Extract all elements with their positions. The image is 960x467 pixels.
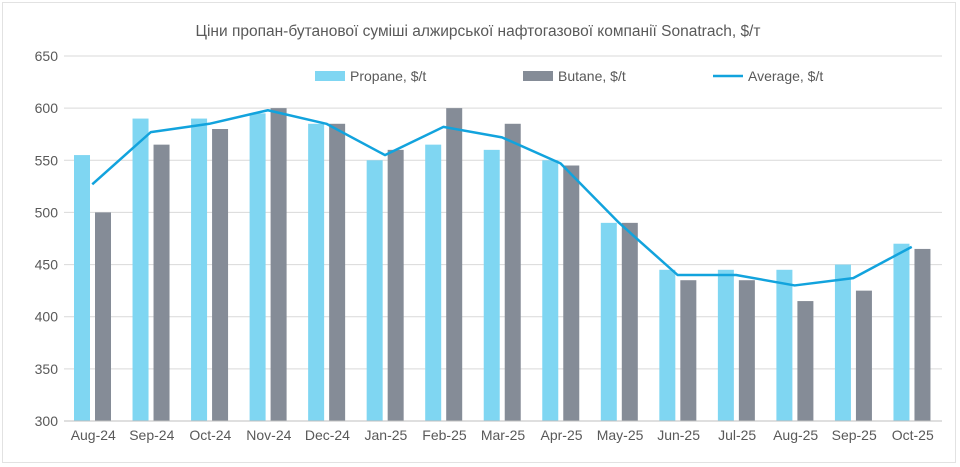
x-tick-label: Oct-24 <box>189 427 231 443</box>
butane-bar <box>738 280 755 421</box>
butane-bar <box>446 108 463 422</box>
butane-bar <box>797 301 814 421</box>
x-tick-label: Aug-25 <box>773 427 818 443</box>
legend-swatch <box>315 71 345 81</box>
propane-bar <box>659 269 676 421</box>
legend-label: Average, $/t <box>748 68 823 84</box>
propane-bar <box>542 160 559 422</box>
x-tick-label: Sep-25 <box>832 427 877 443</box>
propane-bar <box>191 118 208 422</box>
x-tick-label: Feb-25 <box>422 427 467 443</box>
x-tick-label: Oct-25 <box>892 427 934 443</box>
y-tick-label: 600 <box>35 100 59 116</box>
propane-bar <box>717 269 734 421</box>
butane-bar <box>563 165 580 421</box>
legend-swatch <box>523 71 553 81</box>
x-tick-label: Sep-24 <box>129 427 174 443</box>
x-tick-label: Aug-24 <box>71 427 116 443</box>
y-tick-label: 650 <box>35 48 59 64</box>
butane-bar <box>153 144 170 421</box>
propane-bar <box>483 149 500 421</box>
propane-bar <box>893 243 910 421</box>
butane-bar <box>212 129 229 421</box>
x-tick-label: Apr-25 <box>541 427 583 443</box>
propane-bar <box>600 222 617 421</box>
propane-bar <box>74 155 90 422</box>
y-tick-label: 450 <box>35 257 59 273</box>
y-tick-label: 550 <box>35 152 59 168</box>
x-tick-label: Jul-25 <box>718 427 756 443</box>
butane-bar <box>329 123 346 422</box>
butane-bar <box>504 123 521 422</box>
y-tick-label: 400 <box>35 309 59 325</box>
x-tick-label: Mar-25 <box>481 427 526 443</box>
butane-bar <box>680 280 697 421</box>
x-tick-label: May-25 <box>597 427 644 443</box>
butane-bar <box>914 248 931 421</box>
x-tick-label: Jun-25 <box>657 427 700 443</box>
chart-title: Ціни пропан-бутанової суміші алжирської … <box>196 23 761 40</box>
legend-label: Propane, $/t <box>350 68 426 84</box>
propane-bar <box>776 269 793 421</box>
butane-bar <box>95 212 111 421</box>
butane-bar <box>270 108 287 422</box>
y-tick-label: 350 <box>35 361 59 377</box>
butane-bar <box>621 222 638 421</box>
propane-bar <box>308 123 325 422</box>
legend-label: Butane, $/t <box>558 68 626 84</box>
y-tick-label: 300 <box>35 413 59 429</box>
y-tick-label: 500 <box>35 204 59 220</box>
x-tick-label: Jan-25 <box>365 427 408 443</box>
x-tick-label: Dec-24 <box>305 427 350 443</box>
propane-bar <box>249 113 266 421</box>
propane-bar <box>425 144 442 421</box>
propane-bar <box>132 118 149 422</box>
butane-bar <box>387 149 404 421</box>
x-tick-label: Nov-24 <box>246 427 291 443</box>
propane-bar <box>834 264 851 421</box>
propane-bar <box>366 160 383 422</box>
butane-bar <box>855 290 872 421</box>
